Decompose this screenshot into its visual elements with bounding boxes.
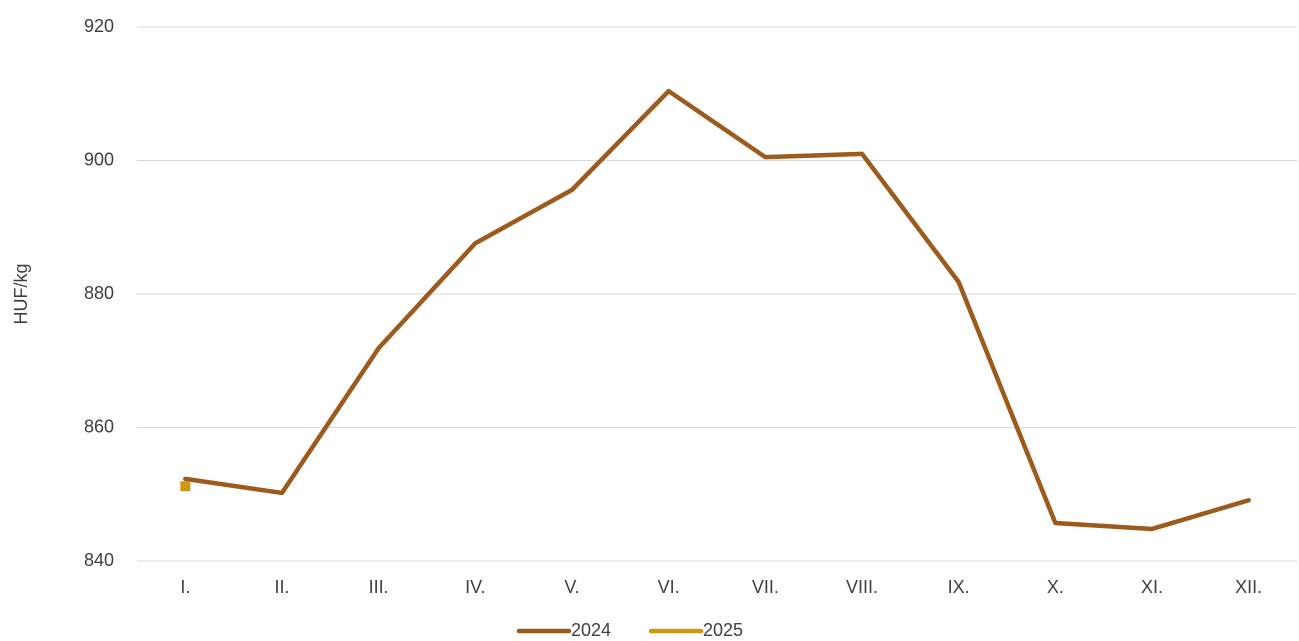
y-tick-label: 880 (84, 283, 114, 303)
legend-label: 2024 (571, 620, 611, 640)
x-tick-label: III. (369, 577, 389, 597)
x-tick-label: XII. (1235, 577, 1262, 597)
x-tick-label: I. (180, 577, 190, 597)
y-tick-label: 840 (84, 550, 114, 570)
x-tick-label: X. (1047, 577, 1064, 597)
x-tick-label: VI. (658, 577, 680, 597)
x-tick-label: VIII. (846, 577, 878, 597)
x-tick-label: XI. (1141, 577, 1163, 597)
y-tick-label: 900 (84, 149, 114, 169)
series-line (183, 88, 1251, 532)
y-axis-label: HUF/kg (11, 263, 31, 324)
point-marker (180, 481, 191, 492)
x-tick-label: IV. (465, 577, 485, 597)
y-tick-label: 920 (84, 16, 114, 36)
x-tick-label: V. (564, 577, 579, 597)
legend-label: 2025 (703, 620, 743, 640)
x-tick-label: II. (274, 577, 289, 597)
x-tick-label: VII. (752, 577, 779, 597)
x-tick-label: IX. (948, 577, 970, 597)
y-tick-label: 860 (84, 416, 114, 436)
